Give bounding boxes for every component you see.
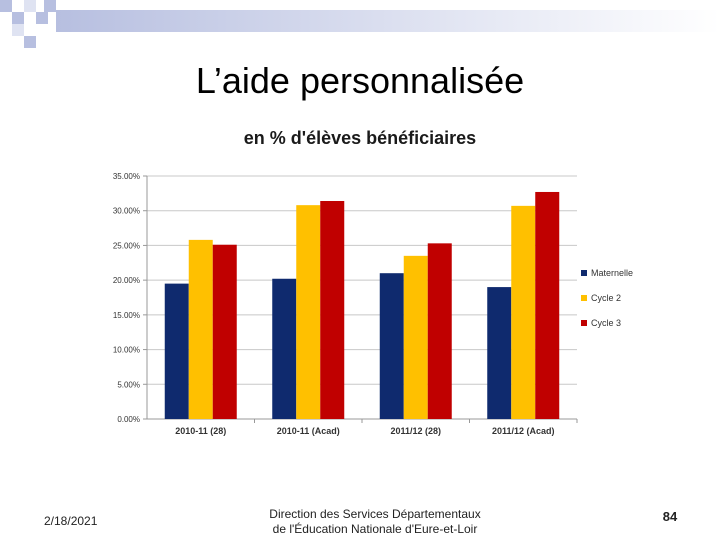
legend-label: Maternelle [591, 268, 634, 278]
x-tick-label: 2011/12 (28) [390, 426, 441, 436]
deco-square [24, 36, 36, 48]
legend-label: Cycle 3 [591, 318, 622, 328]
deco-square [36, 12, 48, 24]
legend-swatch [581, 295, 587, 301]
title-decoration [0, 0, 720, 48]
y-tick-label: 20.00% [113, 276, 140, 285]
y-tick-label: 5.00% [117, 380, 140, 389]
bar [511, 205, 536, 419]
bar [379, 273, 404, 419]
title-gradient-band [56, 10, 720, 32]
bar [320, 200, 345, 419]
legend-swatch [581, 270, 587, 276]
bar [403, 255, 428, 419]
bar [164, 283, 189, 419]
slide-date: 2/18/2021 [44, 514, 98, 528]
x-tick-label: 2010-11 (28) [175, 426, 226, 436]
y-tick-label: 30.00% [113, 207, 140, 216]
deco-square [44, 0, 56, 12]
page-number: 84 [662, 509, 678, 524]
y-tick-label: 0.00% [117, 415, 140, 424]
deco-square [12, 12, 24, 24]
slide-footer: Direction des Services Départementaux de… [230, 507, 520, 537]
chart-title: en % d'élèves bénéficiaires [243, 128, 477, 148]
footer-line: Direction des Services Départementaux [269, 507, 481, 521]
y-tick-label: 15.00% [113, 311, 140, 320]
slide-title: L’aide personnalisée [195, 60, 525, 101]
bar [212, 244, 237, 419]
deco-square [0, 0, 12, 12]
bar [487, 287, 512, 419]
bar [188, 239, 213, 419]
legend-label: Cycle 2 [591, 293, 622, 303]
bar [535, 191, 560, 419]
y-tick-label: 35.00% [113, 172, 140, 181]
legend-item-maternelle: Maternelle [581, 266, 633, 280]
y-tick-label: 10.00% [113, 346, 140, 355]
deco-square [24, 0, 36, 12]
bar [296, 205, 321, 419]
legend-item-cycle-2: Cycle 2 [581, 291, 633, 305]
x-tick-label: 2011/12 (Acad) [492, 426, 555, 436]
deco-square [12, 24, 24, 36]
x-tick-label: 2010-11 (Acad) [277, 426, 340, 436]
bar [272, 278, 297, 419]
legend-swatch [581, 320, 587, 326]
legend-item-cycle-3: Cycle 3 [581, 316, 633, 330]
bar [427, 243, 452, 419]
y-tick-label: 25.00% [113, 241, 140, 250]
chart-legend: Maternelle Cycle 2 Cycle 3 [581, 266, 633, 341]
footer-line: de l'Éducation Nationale d'Eure-et-Loir [272, 522, 478, 536]
